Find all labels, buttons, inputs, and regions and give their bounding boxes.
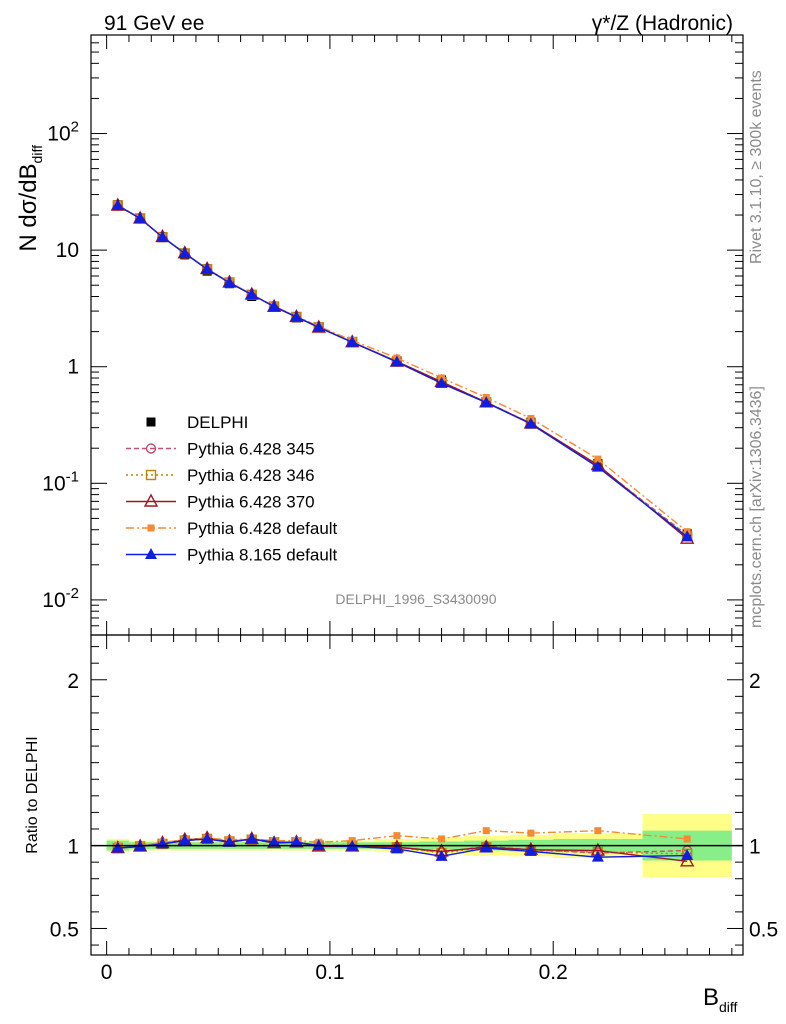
series-2-ratio-point-16 — [679, 853, 695, 867]
legend-marker-4 — [147, 524, 155, 532]
x-tick-label-0: 0 — [101, 961, 113, 984]
series-4-point-1 — [134, 211, 147, 223]
series-4-point-3 — [178, 246, 191, 258]
series-4-ratio-point-14 — [524, 844, 537, 856]
ratio-axis-label: Ratio to DELPHI — [24, 736, 41, 853]
mcplots-text: mcplots.cern.ch [arXiv:1306.3436] — [748, 386, 765, 628]
rivet-version-text: Rivet 3.1.10, ≥ 300k events — [748, 70, 765, 264]
legend-marker-2 — [145, 469, 157, 481]
axes: 0 0.1 0.2 10-2 10-1 1 10 102 0.5 0.5 1 1 2 2 — [42, 34, 778, 984]
ratio-tick-label-right-0: 0.5 — [749, 918, 778, 941]
series-4-ratio-point-3 — [178, 834, 191, 846]
series-4-ratio-point-8 — [290, 835, 303, 847]
legend-marker-1 — [145, 443, 157, 454]
legend-marker-5 — [145, 548, 157, 559]
series-4-ratio-point-0 — [111, 841, 124, 853]
series-4-point-0 — [111, 199, 124, 211]
y-tick-label-1: 10-1 — [42, 468, 79, 495]
legend: DELPHI Pythia 6.428 345 Pythia 6.428 346 Py… — [126, 413, 338, 565]
series-4-ratio-point-4 — [201, 832, 214, 844]
series-4-point-2 — [156, 230, 169, 242]
series-4-point-7 — [268, 300, 281, 312]
header-left: 91 GeV ee — [104, 12, 204, 35]
analysis-watermark: DELPHI_1996_S3430090 — [335, 591, 496, 607]
legend-marker-3 — [143, 493, 159, 507]
legend-label-2: Pythia 6.428 346 — [187, 466, 315, 485]
ratio-frame — [90, 634, 744, 956]
series-4-point-9 — [312, 320, 325, 332]
series-3-ratio-point-12 — [438, 835, 446, 843]
series-3-ratio-point-14 — [527, 829, 535, 837]
main-plot — [110, 197, 695, 544]
x-tick-label-2: 0.2 — [539, 961, 568, 984]
series-4-point-8 — [290, 310, 303, 322]
series-4-ratio-point-6 — [245, 832, 258, 844]
series-4-ratio-point-12 — [435, 849, 448, 861]
ratio-plot — [91, 827, 743, 867]
y-tick-label-0: 10-2 — [42, 585, 79, 612]
legend-marker-0 — [146, 417, 156, 427]
series-3-ratio-point-16 — [683, 835, 691, 843]
x-axis-label: Bdiff — [703, 984, 738, 1015]
series-3-point-15 — [594, 455, 602, 463]
series-3-ratio-point-15 — [594, 827, 602, 835]
series-4-ratio-point-16 — [681, 849, 694, 861]
ratio-tick-label-left-0: 0.5 — [50, 918, 79, 941]
header-right: γ*/Z (Hadronic) — [592, 12, 733, 35]
series-4-point-11 — [390, 355, 403, 367]
series-4-point-16 — [681, 530, 694, 542]
legend-label-5: Pythia 8.165 default — [187, 546, 338, 565]
series-4-point-12 — [435, 376, 448, 388]
legend-label-0: DELPHI — [187, 413, 248, 432]
series-4-point-5 — [223, 276, 236, 288]
y-tick-label-3: 10 — [56, 239, 79, 262]
x-tick-label-1: 0.1 — [315, 961, 344, 984]
legend-label-4: Pythia 6.428 default — [187, 519, 338, 538]
y-axis-label: N dσ/dBdiff — [15, 145, 45, 252]
ratio-tick-label-left-2: 2 — [67, 670, 79, 693]
series-4-ratio-point-9 — [312, 839, 325, 851]
series-4-ratio-point-5 — [223, 835, 236, 847]
series-4-point-10 — [346, 335, 359, 347]
legend-label-1: Pythia 6.428 345 — [187, 440, 315, 459]
y-tick-label-4: 102 — [47, 119, 79, 146]
series-4-ratio-point-11 — [390, 842, 403, 854]
ratio-tick-label-right-2: 2 — [749, 670, 761, 693]
series-line-4 — [117, 204, 688, 538]
y-tick-label-2: 1 — [67, 356, 79, 379]
ratio-tick-label-right-1: 1 — [749, 836, 761, 859]
series-line-1 — [117, 204, 688, 537]
series-4-point-14 — [524, 417, 537, 429]
series-4-ratio-point-13 — [480, 841, 493, 853]
series-3-ratio-point-11 — [393, 832, 401, 840]
series-4-point-15 — [591, 460, 604, 472]
ratio-tick-label-left-1: 1 — [67, 836, 79, 859]
series-4-point-6 — [245, 288, 258, 300]
series-4-point-13 — [480, 396, 493, 408]
series-4-ratio-point-7 — [268, 835, 281, 847]
series-4-ratio-point-15 — [591, 850, 604, 862]
series-line-2 — [117, 204, 688, 540]
series-3-ratio-point-13 — [482, 827, 490, 835]
legend-label-3: Pythia 6.428 370 — [187, 493, 315, 512]
series-line-0 — [117, 204, 688, 536]
series-4-point-4 — [201, 262, 214, 274]
